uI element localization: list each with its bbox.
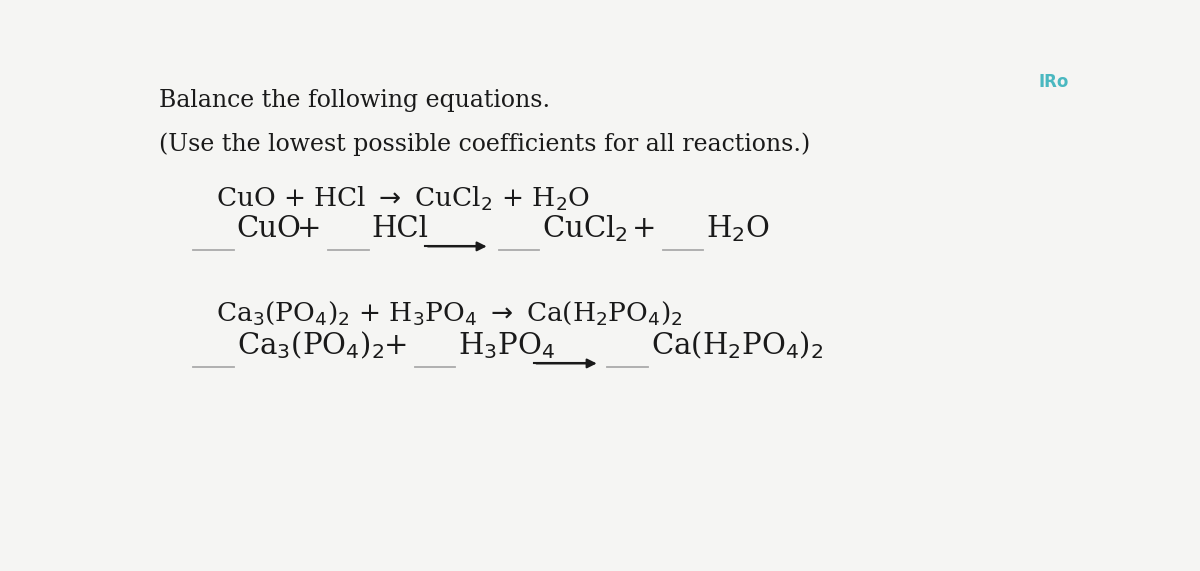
Text: IRo: IRo bbox=[1038, 73, 1068, 91]
Text: Ca$_3$(PO$_4$)$_2$: Ca$_3$(PO$_4$)$_2$ bbox=[236, 329, 384, 361]
Text: Balance the following equations.: Balance the following equations. bbox=[160, 89, 551, 111]
Text: H$_2$O: H$_2$O bbox=[707, 213, 770, 244]
Text: CuO: CuO bbox=[236, 215, 301, 243]
Text: Ca$_3$(PO$_4$)$_2$ + H$_3$PO$_4$ $\rightarrow$ Ca(H$_2$PO$_4$)$_2$: Ca$_3$(PO$_4$)$_2$ + H$_3$PO$_4$ $\right… bbox=[216, 299, 683, 327]
Text: HCl: HCl bbox=[372, 215, 428, 243]
Text: +: + bbox=[298, 215, 322, 243]
Text: +: + bbox=[384, 332, 408, 360]
Text: Ca(H$_2$PO$_4$)$_2$: Ca(H$_2$PO$_4$)$_2$ bbox=[650, 329, 823, 361]
Text: CuCl$_2$: CuCl$_2$ bbox=[542, 213, 628, 244]
Text: CuO + HCl $\rightarrow$ CuCl$_2$ + H$_2$O: CuO + HCl $\rightarrow$ CuCl$_2$ + H$_2$… bbox=[216, 185, 589, 214]
Text: +: + bbox=[632, 215, 656, 243]
Text: (Use the lowest possible coefficients for all reactions.): (Use the lowest possible coefficients fo… bbox=[160, 132, 810, 156]
Text: H$_3$PO$_4$: H$_3$PO$_4$ bbox=[458, 330, 556, 361]
